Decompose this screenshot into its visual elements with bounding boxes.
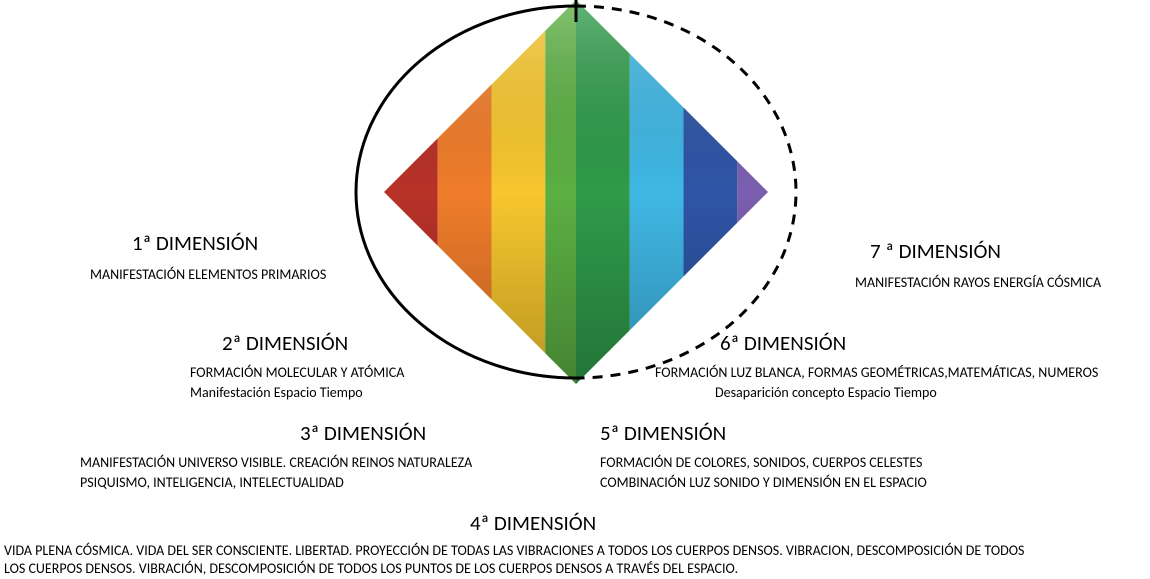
dimension-2-sub: Manifestación Espacio Tiempo — [190, 384, 404, 402]
dimension-6: 6ª DIMENSIÓN FORMACIÓN LUZ BLANCA, FORMA… — [655, 330, 1098, 401]
dimension-6-sub: Desaparición concepto Espacio Tiempo — [715, 384, 1098, 402]
dimension-4-desc2: LOS CUERPOS DENSOS. VIBRACIÓN, DESCOMPOS… — [4, 560, 1150, 578]
dimension-6-title: 6ª DIMENSIÓN — [720, 330, 1098, 356]
dimension-2-title: 2ª DIMENSIÓN — [222, 330, 404, 356]
dimension-5-title: 5ª DIMENSIÓN — [600, 420, 927, 446]
dimension-1-title: 1ª DIMENSIÓN — [132, 230, 326, 256]
dimension-4-desc1: VIDA PLENA CÓSMICA. VIDA DEL SER CONSCIE… — [4, 542, 1150, 560]
dimension-3-desc1: MANIFESTACIÓN UNIVERSO VISIBLE. CREACIÓN… — [80, 454, 472, 472]
dimension-2: 2ª DIMENSIÓN FORMACIÓN MOLECULAR Y ATÓMI… — [190, 330, 404, 401]
dimension-5-desc2: COMBINACIÓN LUZ SONIDO Y DIMENSIÓN EN EL… — [600, 474, 927, 492]
dimension-6-desc: FORMACIÓN LUZ BLANCA, FORMAS GEOMÉTRICAS… — [655, 364, 1098, 382]
dimension-3-desc2: PSIQUISMO, INTELIGENCIA, INTELECTUALIDAD — [80, 474, 472, 492]
dimension-4: 4ª DIMENSIÓN VIDA PLENA CÓSMICA. VIDA DE… — [0, 510, 1150, 577]
dimension-4-title: 4ª DIMENSIÓN — [470, 510, 1150, 536]
dimension-7: 7 ª DIMENSIÓN MANIFESTACIÓN RAYOS ENERGÍ… — [855, 238, 1101, 292]
dimension-5: 5ª DIMENSIÓN FORMACIÓN DE COLORES, SONID… — [590, 420, 927, 491]
dimension-2-desc: FORMACIÓN MOLECULAR Y ATÓMICA — [190, 364, 404, 382]
dimension-3-title: 3ª DIMENSIÓN — [300, 420, 472, 446]
dimension-5-desc1: FORMACIÓN DE COLORES, SONIDOS, CUERPOS C… — [600, 454, 927, 472]
dimension-1: 1ª DIMENSIÓN MANIFESTACIÓN ELEMENTOS PRI… — [90, 230, 326, 284]
dimension-3: 3ª DIMENSIÓN MANIFESTACIÓN UNIVERSO VISI… — [80, 420, 472, 491]
dimension-1-desc: MANIFESTACIÓN ELEMENTOS PRIMARIOS — [90, 266, 326, 284]
diagram-canvas: 1ª DIMENSIÓN MANIFESTACIÓN ELEMENTOS PRI… — [0, 0, 1150, 579]
dimension-7-title: 7 ª DIMENSIÓN — [870, 238, 1101, 264]
dimension-7-desc: MANIFESTACIÓN RAYOS ENERGÍA CÓSMICA — [855, 274, 1101, 292]
